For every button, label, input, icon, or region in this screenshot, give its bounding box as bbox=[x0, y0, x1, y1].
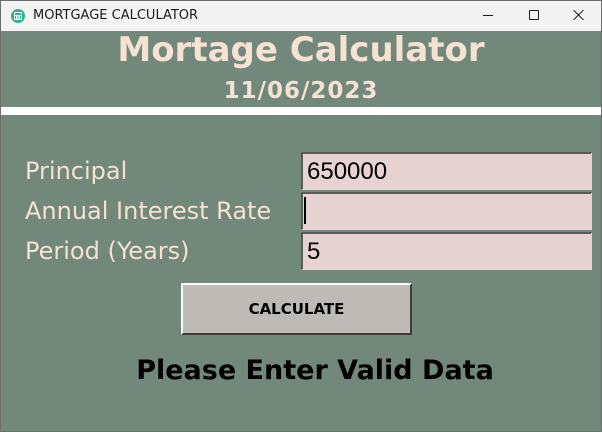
page-title: Mortage Calculator bbox=[117, 30, 485, 70]
minimize-icon bbox=[483, 15, 493, 16]
close-icon bbox=[573, 9, 585, 21]
status-message: Please Enter Valid Data bbox=[136, 355, 494, 386]
title-bar[interactable]: MORTGAGE CALCULATOR bbox=[1, 1, 601, 31]
calculate-button[interactable]: CALCULATE bbox=[181, 283, 412, 335]
calculator-icon bbox=[11, 9, 25, 23]
principal-input[interactable] bbox=[301, 152, 592, 190]
window-title: MORTGAGE CALCULATOR bbox=[33, 8, 199, 23]
period-label: Period (Years) bbox=[25, 237, 190, 265]
text-cursor bbox=[304, 197, 306, 224]
interest-rate-label: Annual Interest Rate bbox=[25, 197, 272, 225]
period-input[interactable] bbox=[301, 232, 592, 270]
minimize-button[interactable] bbox=[465, 1, 511, 31]
maximize-button[interactable] bbox=[511, 1, 557, 31]
current-date: 11/06/2023 bbox=[223, 78, 379, 104]
maximize-icon bbox=[529, 10, 539, 20]
header-divider bbox=[1, 107, 601, 115]
close-button[interactable] bbox=[556, 1, 601, 31]
interest-rate-input[interactable] bbox=[301, 192, 592, 230]
principal-label: Principal bbox=[25, 157, 128, 185]
